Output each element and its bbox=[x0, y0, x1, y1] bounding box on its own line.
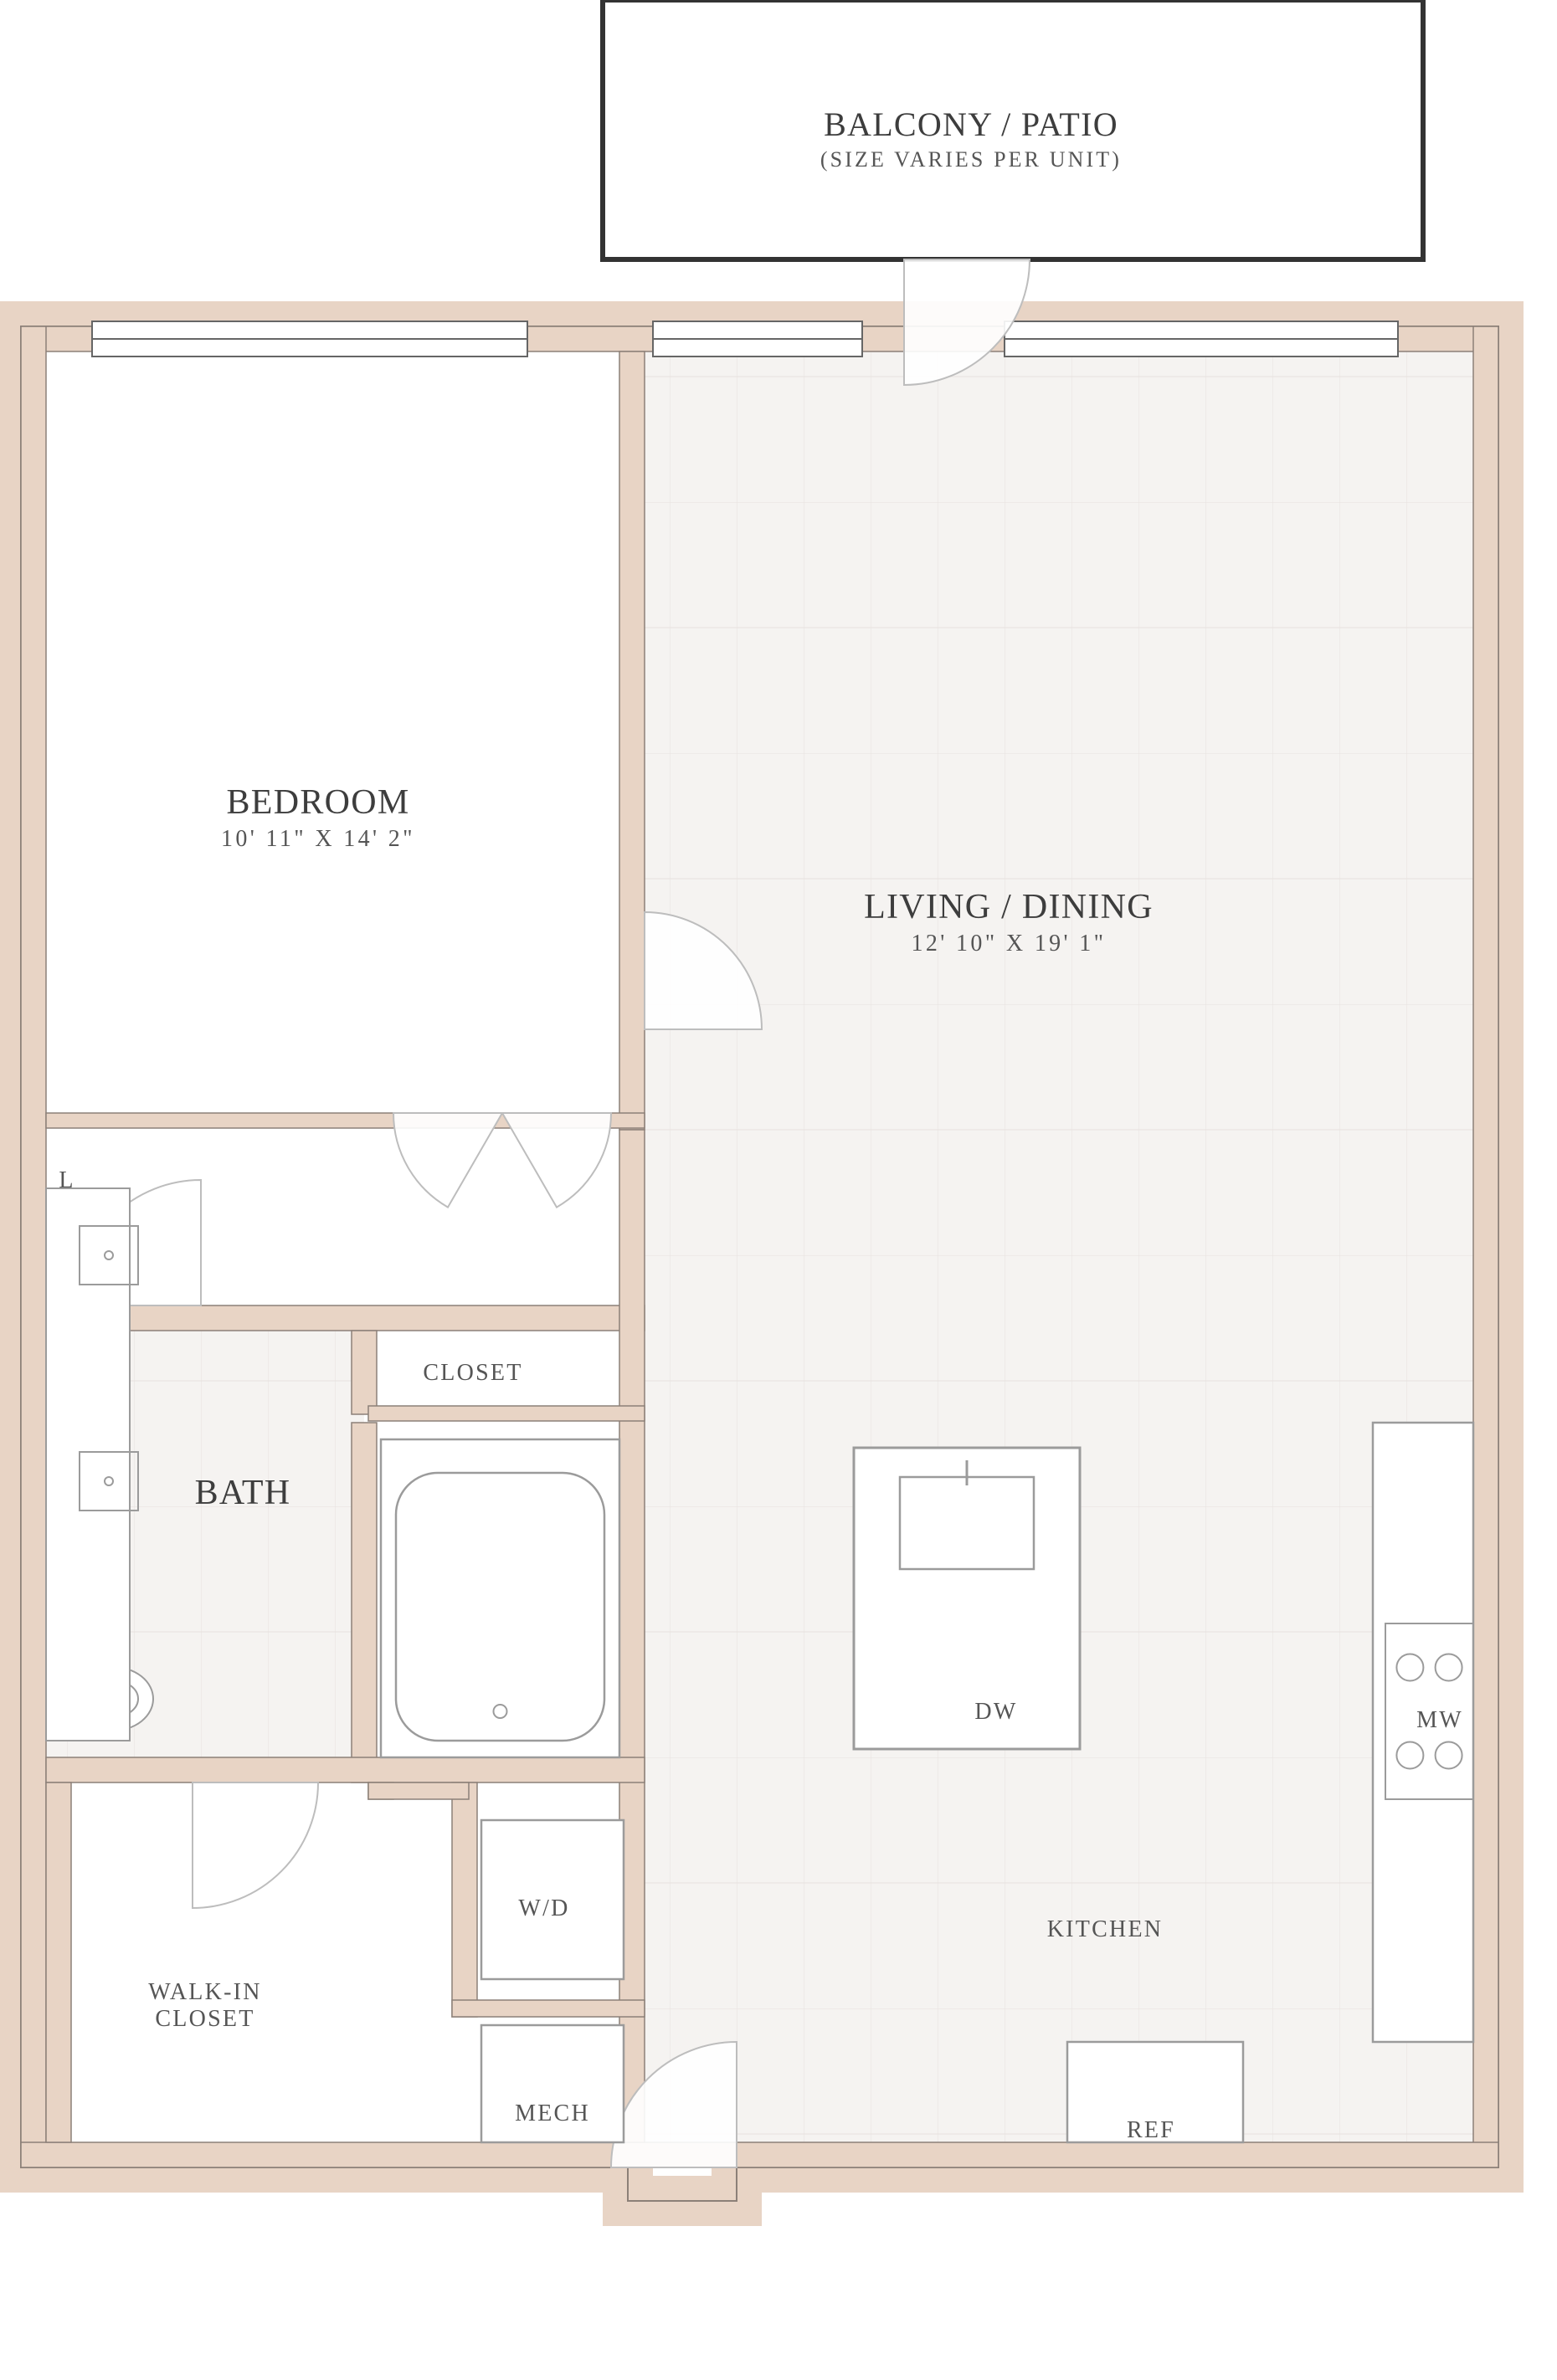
balcony-title: BALCONY / PATIO bbox=[720, 105, 1222, 144]
tag-mech: MECH bbox=[460, 2100, 645, 2127]
tag-dw: DW bbox=[904, 1699, 1088, 1726]
label-bath: BATH bbox=[0, 1473, 494, 1513]
label-living: LIVING / DINING 12' 10" X 19' 1" bbox=[758, 887, 1260, 957]
label-bedroom: BEDROOM 10' 11" X 14' 2" bbox=[67, 782, 569, 853]
bedroom-dims: 10' 11" X 14' 2" bbox=[67, 826, 569, 853]
balcony-sub: (SIZE VARIES PER UNIT) bbox=[720, 147, 1222, 172]
tag-wd: W/D bbox=[452, 1895, 636, 1922]
living-title: LIVING / DINING bbox=[758, 887, 1260, 927]
living-dims: 12' 10" X 19' 1" bbox=[758, 931, 1260, 957]
label-balcony: BALCONY / PATIO (SIZE VARIES PER UNIT) bbox=[720, 105, 1222, 172]
bath-title: BATH bbox=[0, 1473, 494, 1513]
bedroom-title: BEDROOM bbox=[67, 782, 569, 823]
tag-walkin: WALK-IN CLOSET bbox=[96, 1979, 314, 2033]
tag-mw: MW bbox=[1348, 1707, 1532, 1734]
tag-l: L bbox=[0, 1167, 159, 1194]
tag-ref: REF bbox=[1059, 2117, 1243, 2144]
tag-closet: CLOSET bbox=[381, 1360, 565, 1387]
tag-kitchen: KITCHEN bbox=[1013, 1916, 1197, 1943]
walkin-text: WALK-IN CLOSET bbox=[148, 1979, 261, 2032]
